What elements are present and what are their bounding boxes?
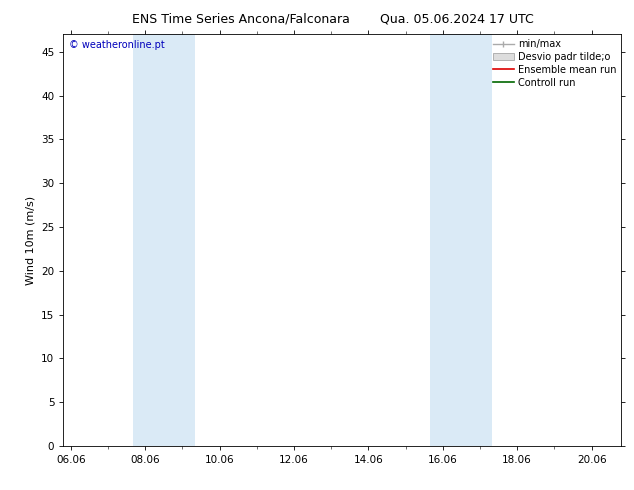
Text: ENS Time Series Ancona/Falconara: ENS Time Series Ancona/Falconara	[132, 12, 350, 25]
Y-axis label: Wind 10m (m/s): Wind 10m (m/s)	[25, 196, 36, 285]
Bar	[430, 34, 493, 446]
Bar	[133, 34, 195, 446]
Legend: min/max, Desvio padr tilde;o, Ensemble mean run, Controll run: min/max, Desvio padr tilde;o, Ensemble m…	[493, 39, 616, 88]
Text: © weatheronline.pt: © weatheronline.pt	[69, 41, 165, 50]
Text: Qua. 05.06.2024 17 UTC: Qua. 05.06.2024 17 UTC	[380, 12, 533, 25]
